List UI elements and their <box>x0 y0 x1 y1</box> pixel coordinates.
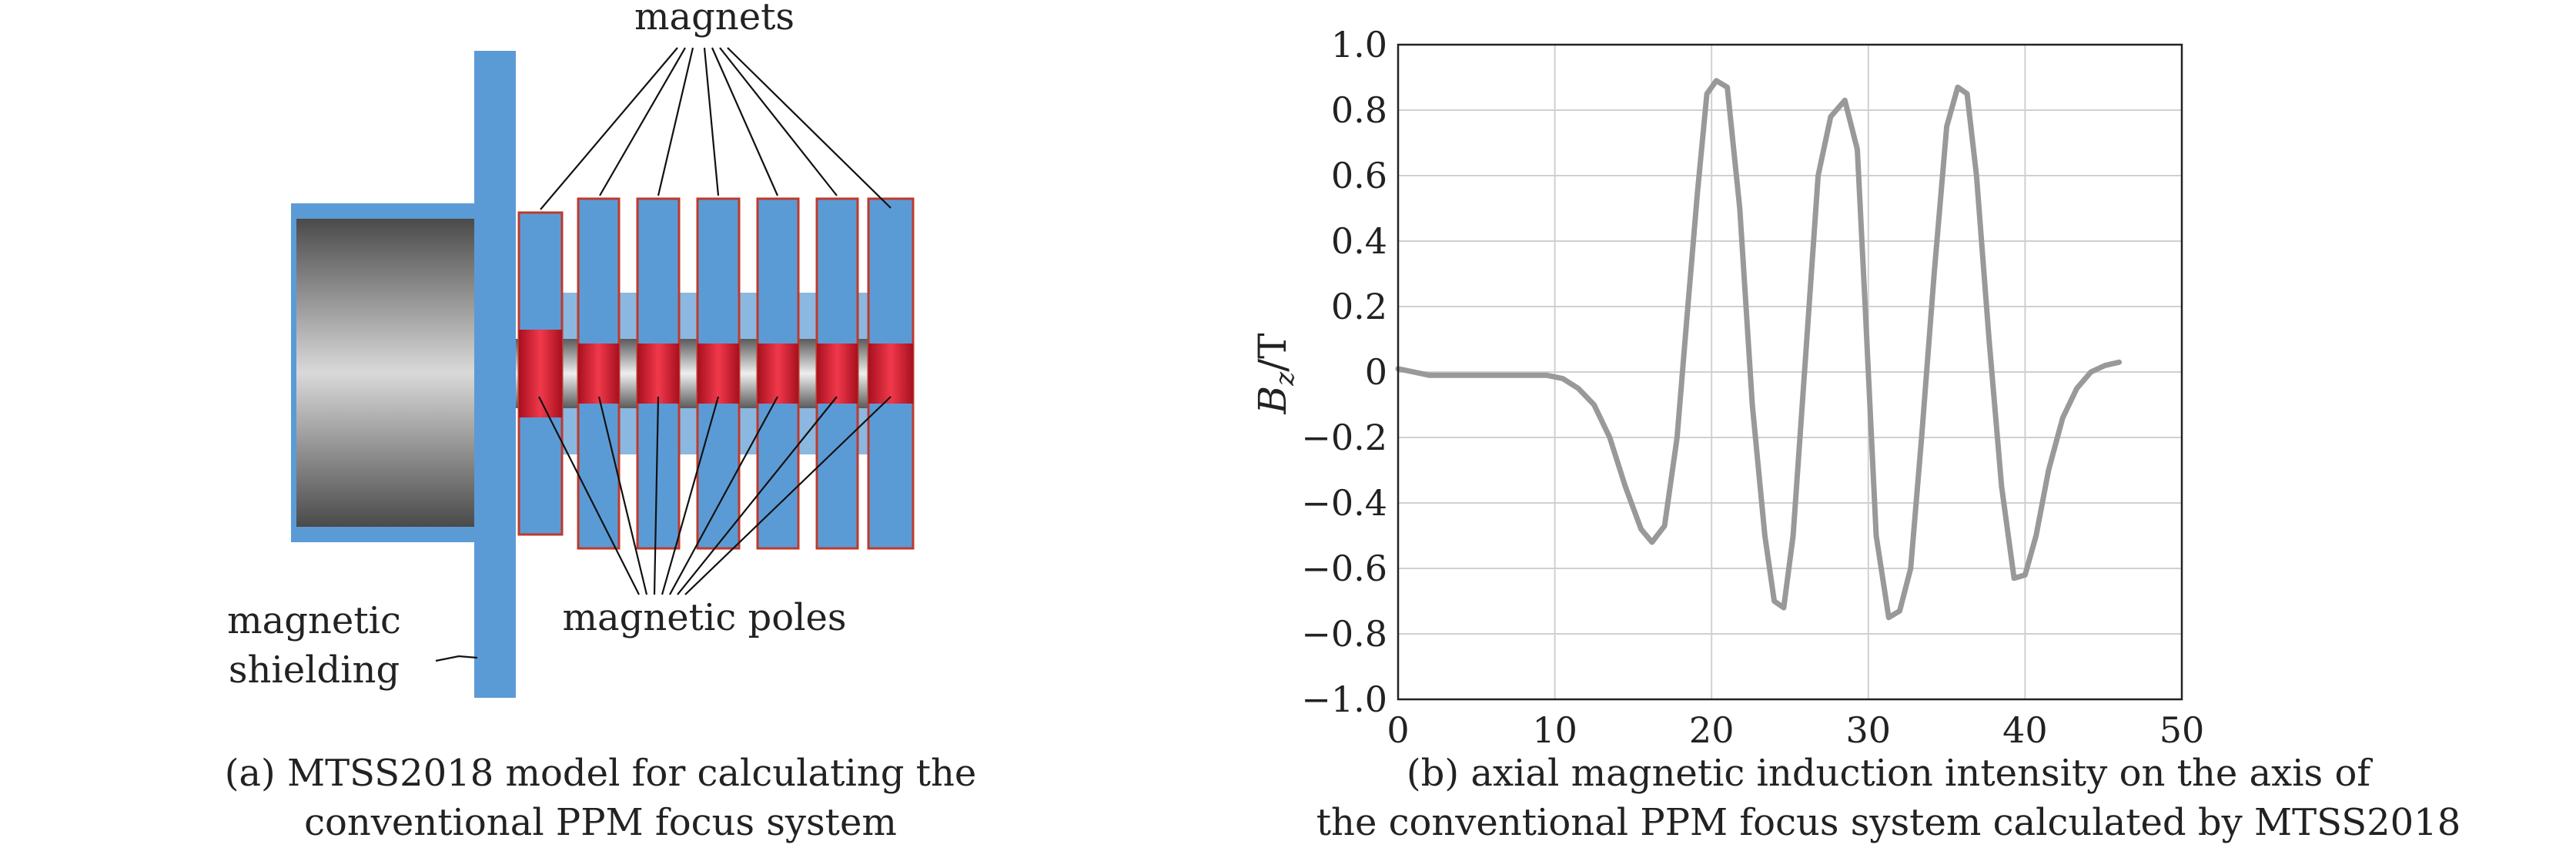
y-tick-label: −0.6 <box>1301 548 1387 589</box>
x-tick-label: 10 <box>1532 709 1577 751</box>
caption-a-line1: (a) MTSS2018 model for calculating the <box>224 752 977 795</box>
magnetic-poles-label: magnetic poles <box>563 596 847 639</box>
y-tick-label: 0.6 <box>1331 155 1387 196</box>
svg-text:Bz/T: Bz/T <box>1250 333 1300 415</box>
magnets-leader-lines <box>540 47 892 210</box>
x-tick-label: 40 <box>2002 709 2048 751</box>
y-tick-label: −1.0 <box>1301 679 1387 720</box>
housing-cylinder <box>296 219 474 527</box>
y-tick-label: −0.4 <box>1301 482 1387 524</box>
y-tick-label: 0 <box>1365 351 1387 393</box>
bz-series-line <box>1395 78 2123 621</box>
y-tick-label: 0.8 <box>1331 89 1387 131</box>
y-tick-label: 0.2 <box>1331 286 1387 327</box>
spacers <box>560 293 868 454</box>
pole-piece <box>578 344 619 404</box>
x-tick-label: 20 <box>1689 709 1735 751</box>
shielding-label: shielding <box>229 649 400 692</box>
caption-a: (a) MTSS2018 model for calculating the c… <box>115 749 1086 847</box>
pole-piece <box>868 344 913 404</box>
ppm-model-diagram: magnets magnetic poles magnetic shieldin… <box>227 0 915 698</box>
bz-chart-panel: 0 10 20 30 40 50 1.0 0.8 0.6 0.4 0.2 0 −0.2 −0.4 −0.6… <box>1201 0 2576 855</box>
shielding-leader-line <box>435 655 478 662</box>
y-axis-ticks: 1.0 0.8 0.6 0.4 0.2 0 −0.2 −0.4 −0.6 −0.8 −1.0 <box>1301 24 1387 720</box>
grid <box>1398 45 2182 699</box>
caption-b: (b) axial magnetic induction intensity o… <box>1201 749 2576 847</box>
pole-piece <box>758 344 798 404</box>
bz-line-chart: 0 10 20 30 40 50 1.0 0.8 0.6 0.4 0.2 0 −0.2 −0.4 −0.6… <box>1250 24 2204 751</box>
x-tick-label: 50 <box>2159 709 2205 751</box>
plot-frame <box>1397 43 2183 701</box>
pole-piece <box>637 344 679 404</box>
caption-a-line2: conventional PPM focus system <box>304 801 897 844</box>
y-tick-label: −0.2 <box>1301 417 1387 458</box>
y-tick-label: 0.4 <box>1331 220 1387 262</box>
x-tick-label: 0 <box>1387 709 1409 751</box>
magnetic-poles <box>519 330 913 417</box>
pole-piece <box>698 344 739 404</box>
y-axis-label-sub: z <box>1270 371 1300 387</box>
ppm-model-panel: magnets magnetic poles magnetic shieldin… <box>0 0 1201 855</box>
magnets-label: magnets <box>634 0 795 39</box>
magnetic-label: magnetic <box>227 599 401 642</box>
y-axis-label-main: B <box>1250 386 1295 415</box>
x-axis-ticks: 0 10 20 30 40 50 <box>1387 709 2204 751</box>
caption-b-line1: (b) axial magnetic induction intensity o… <box>1406 752 2371 795</box>
pole-piece <box>519 330 562 417</box>
y-axis-label-unit: /T <box>1250 333 1295 372</box>
magnetic-shielding-plate <box>474 51 516 698</box>
poles-leader-lines <box>538 396 892 595</box>
caption-b-line2: the conventional PPM focus system calcul… <box>1316 801 2461 844</box>
y-axis-label: Bz/T <box>1250 333 1300 415</box>
x-tick-label: 30 <box>1846 709 1892 751</box>
y-tick-label: 1.0 <box>1331 24 1387 65</box>
y-tick-label: −0.8 <box>1301 613 1387 655</box>
pole-piece <box>817 344 858 404</box>
